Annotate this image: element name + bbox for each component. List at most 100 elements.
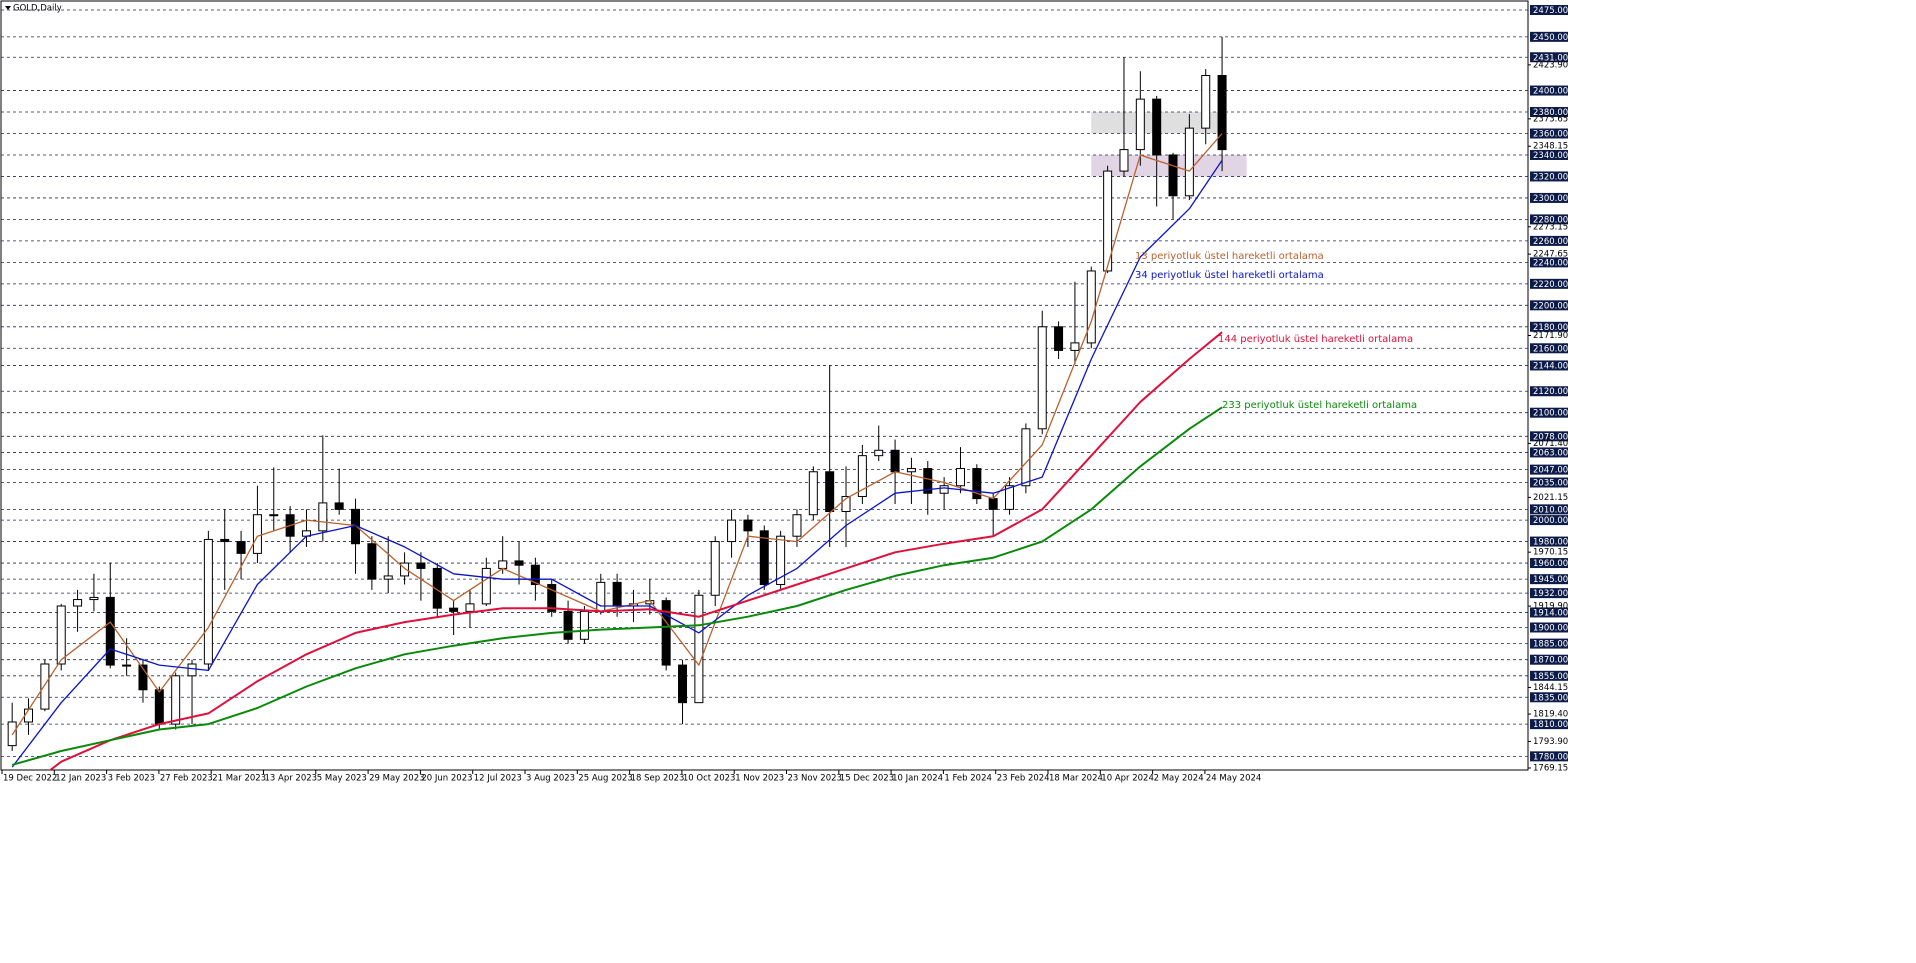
level-label-bg (1530, 431, 1568, 442)
candle-body (1119, 149, 1129, 172)
y-tick-label: 1793.90 (1533, 737, 1568, 747)
candle-body (1201, 75, 1211, 129)
level-label-bg (1530, 654, 1568, 665)
level-label: 2400.00 (1533, 87, 1568, 97)
candle-body (612, 581, 622, 607)
level-label: 2120.00 (1533, 387, 1568, 397)
candle-body (955, 468, 965, 487)
candle-body (1103, 170, 1113, 272)
y-tick-label: 2071.40 (1533, 439, 1568, 449)
candle-body (432, 567, 442, 609)
candle-body (138, 664, 148, 691)
x-tick-label: 23 Nov 2023 (788, 774, 842, 784)
x-tick-label: 21 Mar 2023 (212, 774, 266, 784)
x-tick-label: 23 Feb 2024 (997, 774, 1050, 784)
candle-body (252, 514, 262, 554)
level-label-bg (1530, 407, 1568, 418)
candle-body (1184, 127, 1194, 197)
level-label: 2180.00 (1533, 323, 1568, 333)
candle-body (972, 468, 982, 500)
menu-arrow (5, 6, 11, 10)
level-label-bg (1530, 386, 1568, 397)
level-label: 1855.00 (1533, 672, 1568, 682)
level-label-bg (1530, 447, 1568, 458)
level-label: 1980.00 (1533, 538, 1568, 548)
candle-body (874, 449, 884, 457)
level-label: 2100.00 (1533, 409, 1568, 419)
level-label: 2300.00 (1533, 194, 1568, 204)
x-tick-label: 18 Mar 2024 (1049, 774, 1103, 784)
level-label: 2280.00 (1533, 215, 1568, 225)
level-label: 1914.00 (1533, 608, 1568, 618)
candle-body (498, 560, 508, 569)
level-label-bg (1530, 360, 1568, 371)
y-tick-label: 2247.65 (1533, 250, 1568, 260)
level-label-bg (1530, 321, 1568, 332)
x-tick-label: 12 Jul 2023 (474, 774, 522, 784)
candle-body (1037, 326, 1047, 430)
x-tick-label: 19 Dec 2022 (3, 774, 57, 784)
level-label: 1835.00 (1533, 693, 1568, 703)
candle-body (776, 535, 786, 586)
y-tick-label: 1970.15 (1533, 548, 1568, 558)
x-tick-label: 12 Jan 2023 (55, 774, 106, 784)
level-label: 2475.00 (1533, 6, 1568, 16)
level-label-bg (1530, 607, 1568, 618)
candle-body (1021, 428, 1031, 487)
level-label-bg (1530, 85, 1568, 96)
level-label-bg (1530, 235, 1568, 246)
level-label-bg (1530, 622, 1568, 633)
level-label: 2035.00 (1533, 479, 1568, 489)
level-label: 2063.00 (1533, 448, 1568, 458)
level-label-bg (1530, 558, 1568, 569)
x-tick-label: 10 Oct 2023 (683, 774, 736, 784)
level-label-bg (1530, 149, 1568, 160)
candle-body (841, 495, 851, 513)
y-tick-label: 2373.65 (1533, 114, 1568, 124)
candle-body (547, 584, 557, 612)
x-tick-label: 24 May 2024 (1206, 774, 1261, 784)
x-tick-label: 27 Feb 2023 (160, 774, 213, 784)
candle-body (1217, 75, 1227, 151)
candle-body (1070, 342, 1080, 351)
y-tick-label: 2348.15 (1533, 142, 1568, 152)
candle-body (171, 675, 181, 725)
level-label: 1780.00 (1533, 752, 1568, 762)
x-tick-label: 5 May 2023 (317, 774, 367, 784)
level-label: 2240.00 (1533, 258, 1568, 268)
y-tick-label: 1844.15 (1533, 683, 1568, 693)
x-tick-label: 10 Jan 2024 (892, 774, 943, 784)
candle-body (988, 498, 998, 510)
ema-label: 144 periyotluk üstel hareketli ortalama (1218, 334, 1413, 345)
level-label-bg (1530, 300, 1568, 311)
x-tick-label: 20 Jun 2023 (421, 774, 472, 784)
level-label-bg (1530, 477, 1568, 488)
candle-body (678, 664, 688, 704)
x-tick-label: 3 Feb 2023 (108, 774, 156, 784)
candle-body (1168, 154, 1178, 197)
level-label: 2340.00 (1533, 151, 1568, 161)
candle-body (923, 468, 933, 494)
chart-title: GOLD,Daily (13, 4, 62, 14)
candle-body (154, 689, 164, 725)
candle-body (203, 538, 213, 665)
level-label-bg (1530, 574, 1568, 585)
y-tick-label: 1919.90 (1533, 602, 1568, 612)
candle-body (727, 519, 737, 543)
candle-body (759, 530, 769, 586)
candle-body (416, 562, 426, 569)
level-label-bg (1530, 670, 1568, 681)
level-label: 1932.00 (1533, 589, 1568, 599)
level-label: 2220.00 (1533, 280, 1568, 290)
candle-body (579, 610, 589, 640)
candle-body (514, 560, 524, 566)
candle-body (939, 485, 949, 494)
candle-body (743, 519, 753, 532)
candle-body (318, 502, 328, 532)
level-label: 1900.00 (1533, 623, 1568, 633)
candle-body (1086, 270, 1096, 344)
x-tick-label: 1 Feb 2024 (944, 774, 992, 784)
level-label: 2431.00 (1533, 53, 1568, 63)
x-tick-label: 29 May 2023 (369, 774, 424, 784)
